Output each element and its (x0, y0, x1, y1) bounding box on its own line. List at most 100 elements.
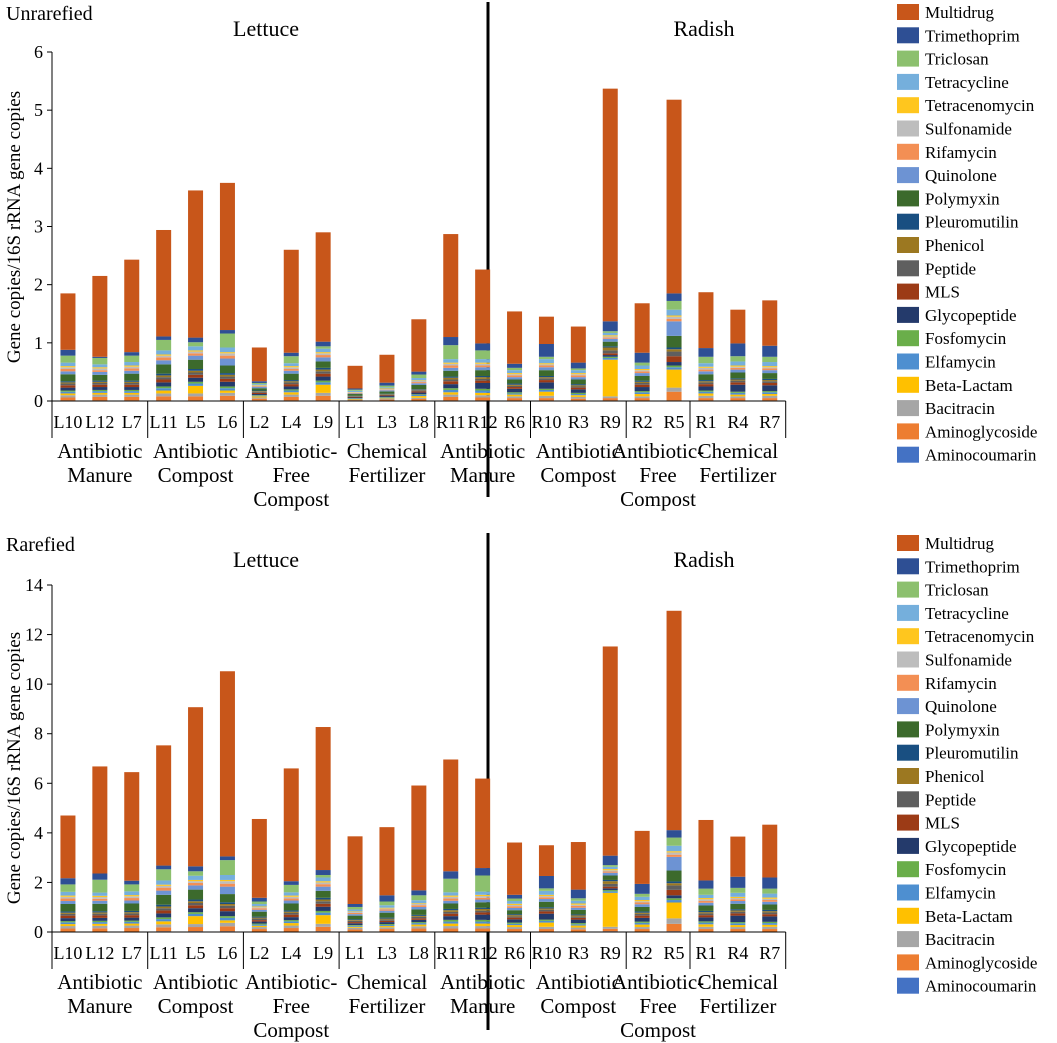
bar-segment-beta-lactam (251, 925, 267, 928)
bar-segment-peptide (507, 916, 523, 918)
bar-segment-aminoglycoside (379, 399, 395, 401)
bar-segment-multidrug (443, 234, 459, 338)
bar-segment-beta-lactam (347, 398, 363, 400)
bar-segment-fosfomycin (570, 923, 586, 925)
bar-segment-tetracenomycin (124, 365, 140, 367)
legend-label: Pleuromutilin (925, 744, 1019, 763)
bar-segment-quinolone (251, 909, 267, 912)
bar-segment-beta-lactam (219, 390, 235, 393)
bar-segment-tetracenomycin (156, 884, 172, 886)
bar-segment-glycopeptide (698, 917, 714, 922)
bar-segment-multidrug (124, 259, 140, 353)
bar-segment-tetracycline (634, 896, 650, 901)
bar-stack-R4 (730, 836, 746, 932)
bar-segment-multidrug (379, 827, 395, 896)
bar-segment-rifamycin (634, 371, 650, 374)
bar-segment-polymyxin (251, 911, 267, 917)
group-label: Chemical Fertilizer (698, 439, 779, 487)
bar-segment-fosfomycin (666, 365, 682, 368)
bar-segment-glycopeptide (602, 355, 618, 357)
legend-swatch (897, 237, 919, 253)
bar-segment-triclosan (251, 382, 267, 385)
bar-segment-aminoglycoside (379, 929, 395, 932)
panel-rarefied: Rarefied Lettuce Radish Gene copies/16S … (4, 533, 787, 1042)
bar-segment-glycopeptide (251, 394, 267, 396)
bar-segment-polymyxin (156, 364, 172, 374)
bar-segment-aminoglycoside (538, 929, 554, 932)
bar-segment-tetracenomycin (379, 907, 395, 909)
bar-segment-peptide (188, 903, 204, 906)
bar-segment-multidrug (188, 707, 204, 867)
bar-segment-bacitracin (60, 395, 76, 398)
bar-segment-tetracycline (602, 332, 618, 336)
group-label: Antibiotic Compost (536, 970, 621, 1018)
bar-segment-rifamycin (411, 905, 427, 907)
bar-segment-glycopeptide (315, 906, 331, 911)
bar-segment-polymyxin (92, 903, 108, 912)
bar-segment-polymyxin (124, 373, 140, 381)
bar-segment-pleuromutilin (283, 380, 299, 382)
bar-segment-rifamycin (379, 909, 395, 911)
x-tick-label: R6 (504, 943, 525, 963)
bar-segment-multidrug (156, 745, 172, 866)
bar-segment-fosfomycin (602, 356, 618, 358)
bar-segment-rifamycin (156, 357, 172, 361)
bar-segment-triclosan (92, 357, 108, 365)
bar-segment-quinolone (379, 910, 395, 913)
legend-swatch (897, 330, 919, 347)
bar-segment-fosfomycin (730, 922, 746, 924)
bar-segment-bacitracin (698, 926, 714, 930)
bar-segment-multidrug (507, 311, 523, 364)
bar-segment-pleuromutilin (698, 380, 714, 382)
bar-segment-pleuromutilin (698, 910, 714, 913)
bar-segment-polymyxin (698, 905, 714, 911)
bar-segment-quinolone (156, 890, 172, 895)
legend-swatch (897, 4, 919, 20)
bar-segment-bacitracin (251, 397, 267, 399)
bar-segment-triclosan (379, 385, 395, 388)
bar-segment-beta-lactam (634, 394, 650, 397)
bar-segment-tetracycline (347, 390, 363, 392)
bar-segment-rifamycin (219, 883, 235, 887)
bar-segment-sulfonamide (379, 908, 395, 910)
bar-stack-R12 (475, 778, 491, 932)
bar-segment-peptide (315, 901, 331, 904)
bar-segment-aminoglycoside (666, 923, 682, 932)
x-tick-label: L6 (217, 412, 237, 432)
bar-segment-sulfonamide (283, 367, 299, 370)
bar-segment-phenicol (443, 377, 459, 380)
bar-segment-phenicol (538, 908, 554, 910)
bar-segment-polymyxin (602, 875, 618, 880)
bar-segment-elfamycin (443, 921, 459, 924)
bar-segment-bacitracin (379, 398, 395, 400)
x-tick-label: R12 (468, 412, 498, 432)
bar-segment-peptide (92, 913, 108, 916)
bar-segment-trimethoprim (379, 382, 395, 386)
bar-segment-trimethoprim (443, 337, 459, 346)
bar-segment-elfamycin (411, 394, 427, 397)
legend-label: Tetracenomycin (925, 96, 1035, 115)
bar-segment-triclosan (698, 356, 714, 364)
bar-segment-beta-lactam (156, 921, 172, 925)
bar-segment-bacitracin (219, 392, 235, 396)
bar-segment-fosfomycin (475, 919, 491, 922)
bar-segment-sulfonamide (124, 896, 140, 899)
bar-segment-rifamycin (762, 900, 778, 902)
bar-segment-quinolone (538, 899, 554, 902)
bar-segment-glycopeptide (188, 908, 204, 913)
x-tick-label: L3 (377, 412, 397, 432)
bar-segment-phenicol (762, 380, 778, 382)
legend-swatch (897, 558, 919, 575)
x-tick-label: R12 (468, 943, 498, 963)
legend-label: Aminoglycoside (925, 422, 1037, 441)
bar-segment-peptide (762, 381, 778, 383)
bar-segment-glycopeptide (570, 389, 586, 393)
bar-segment-triclosan (475, 875, 491, 892)
bar-segment-tetracenomycin (730, 896, 746, 899)
legend-swatch (897, 861, 919, 878)
y-tick-label: 10 (25, 674, 43, 694)
bar-segment-glycopeptide (411, 392, 427, 395)
group-label: Antibiotic Manure (57, 970, 142, 1018)
bar-segment-quinolone (602, 872, 618, 876)
x-tick-label: L9 (313, 412, 333, 432)
